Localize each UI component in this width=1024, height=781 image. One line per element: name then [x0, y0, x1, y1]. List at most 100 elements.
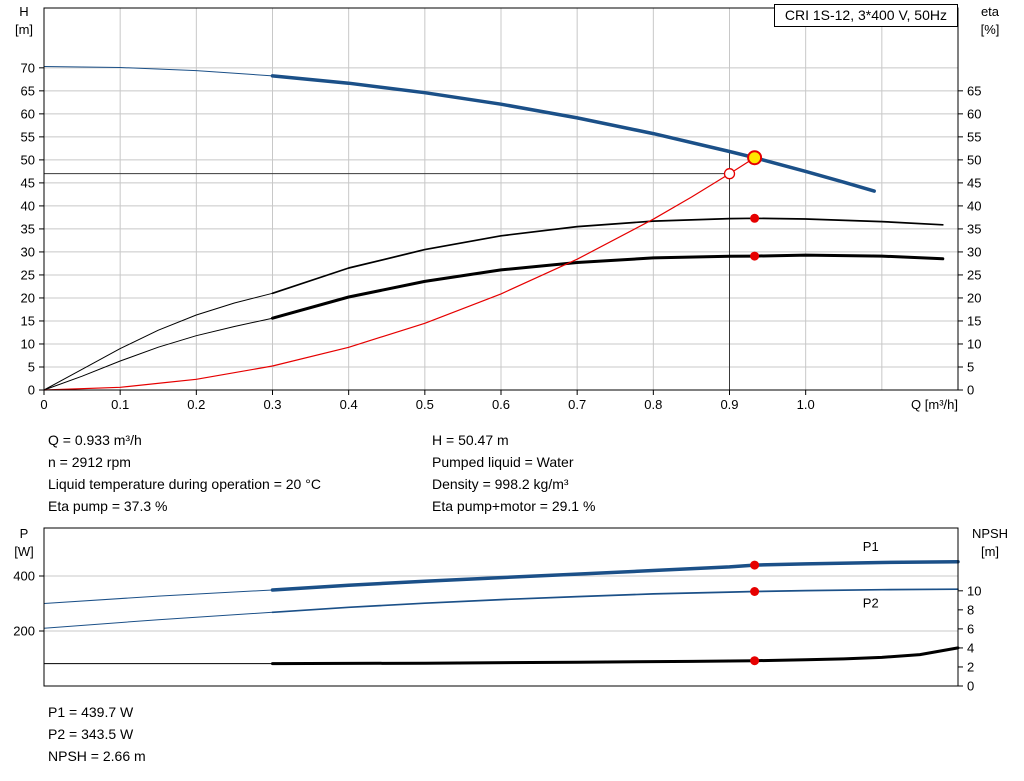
npsh-axis-symbol: NPSH — [971, 526, 1009, 541]
tick-label: 400 — [13, 568, 35, 583]
duty-info-right: H = 50.47 m Pumped liquid = Water Densit… — [432, 429, 595, 517]
tick-label: 55 — [967, 129, 981, 144]
tick-label: 30 — [967, 244, 981, 259]
tick-label: 1.0 — [797, 397, 815, 412]
eta-pump-lowflow — [43, 292, 273, 391]
tick-label: 25 — [967, 267, 981, 282]
eta-axis-symbol: eta — [980, 4, 1000, 19]
eta-pump-motor-lowflow — [43, 317, 273, 391]
tick-label: 65 — [967, 83, 981, 98]
tick-label: 10 — [967, 583, 981, 598]
p1-curve — [270, 559, 960, 592]
duty-point-marker — [747, 150, 763, 166]
tick-label: 0.2 — [187, 397, 205, 412]
tick-label: 60 — [967, 106, 981, 121]
tick-label: 15 — [21, 313, 35, 328]
tick-label: 0 — [967, 383, 974, 398]
eta-axis-corner-label: eta [%] — [964, 3, 1016, 39]
h-curve-lowflow — [43, 66, 273, 77]
tick-label: 0 — [28, 383, 35, 398]
tick-label: 60 — [21, 106, 35, 121]
tick-label: 25 — [21, 267, 35, 282]
tick-label: 50 — [21, 152, 35, 167]
info-speed: n = 2912 rpm — [48, 454, 131, 470]
info-p1: P1 = 439.7 W — [48, 704, 134, 720]
specified-duty-marker — [723, 168, 736, 180]
tick-label: 5 — [28, 359, 35, 374]
system-curve — [43, 157, 756, 391]
tick-label: 45 — [21, 175, 35, 190]
eta-pump-motor-marker — [750, 251, 760, 261]
tick-label: 2 — [967, 659, 974, 674]
npsh-axis-unit: [m] — [980, 544, 1000, 559]
h-axis-corner-label: H [m] — [4, 3, 44, 39]
tick-label: 20 — [967, 290, 981, 305]
npsh-axis-corner-label: NPSH [m] — [960, 525, 1020, 561]
info-density: Density = 998.2 kg/m³ — [432, 476, 569, 492]
info-eta-pump: Eta pump = 37.3 % — [48, 498, 168, 514]
eta-pump-curve — [271, 217, 944, 295]
tick-label: 0.9 — [720, 397, 738, 412]
plot-border — [43, 527, 959, 687]
tick-label: 65 — [21, 83, 35, 98]
tick-label: 0.7 — [568, 397, 586, 412]
tick-label: 50 — [967, 152, 981, 167]
power-npsh-chart: 200 400 0 2 4 6 8 10 P1 P2 — [13, 527, 981, 694]
eta-pump-motor-curve — [271, 253, 945, 320]
info-p2: P2 = 343.5 W — [48, 726, 134, 742]
tick-label: 0.6 — [492, 397, 510, 412]
info-pumped-liquid: Pumped liquid = Water — [432, 454, 574, 470]
npsh-marker — [750, 656, 760, 666]
tick-label: 4 — [967, 640, 974, 655]
tick-label: 15 — [967, 313, 981, 328]
p1-marker — [750, 560, 760, 570]
p1-label: P1 — [863, 539, 879, 554]
tick-label: 6 — [967, 621, 974, 636]
p1-lowflow — [43, 589, 273, 604]
tick-label: 10 — [967, 336, 981, 351]
info-eta-pump-motor: Eta pump+motor = 29.1 % — [432, 498, 596, 514]
h-curve — [270, 74, 876, 193]
tick-label: 30 — [21, 244, 35, 259]
duty-info-left: Q = 0.933 m³/h n = 2912 rpm Liquid tempe… — [48, 429, 321, 517]
hq-eta-chart: 0 5 10 15 20 25 30 35 40 45 50 55 60 65 70 0 5 10 15 20 25 30… — [21, 7, 981, 412]
power-axis-unit: [W] — [14, 544, 34, 559]
tick-label: 20 — [21, 290, 35, 305]
tick-label: 0 — [40, 397, 47, 412]
tick-label: 5 — [967, 359, 974, 374]
eta-axis-unit: [%] — [980, 22, 1000, 37]
npsh-curve — [271, 646, 960, 666]
power-axis-corner-label: P [W] — [4, 525, 44, 561]
power-axis-symbol: P — [19, 526, 29, 541]
p2-lowflow — [43, 611, 273, 629]
tick-label: 55 — [21, 129, 35, 144]
tick-label: 70 — [21, 60, 35, 75]
tick-label: 45 — [967, 175, 981, 190]
info-flow: Q = 0.933 m³/h — [48, 432, 142, 448]
tick-label: 35 — [21, 221, 35, 236]
tick-label: 0 — [967, 679, 974, 694]
h-axis-unit: [m] — [14, 22, 34, 37]
tick-label: 35 — [967, 221, 981, 236]
pump-model-box: CRI 1S-12, 3*400 V, 50Hz — [773, 4, 958, 27]
tick-label: 0.4 — [340, 397, 358, 412]
info-liquid-temp: Liquid temperature during operation = 20… — [48, 476, 321, 492]
tick-label: 40 — [21, 198, 35, 213]
h-axis-symbol: H — [19, 4, 29, 19]
tick-label: 0.5 — [416, 397, 434, 412]
tick-label: 0.1 — [111, 397, 129, 412]
tick-label: 10 — [21, 336, 35, 351]
p2-marker — [750, 587, 760, 596]
tick-label: 200 — [13, 623, 35, 638]
info-npsh: NPSH = 2.66 m — [48, 748, 146, 764]
power-info: P1 = 439.7 W P2 = 343.5 W NPSH = 2.66 m — [48, 701, 146, 767]
info-head: H = 50.47 m — [432, 432, 509, 448]
tick-label: 0.3 — [263, 397, 281, 412]
tick-label: 0.8 — [644, 397, 662, 412]
tick-label: 40 — [967, 198, 981, 213]
p2-curve — [271, 588, 959, 614]
tick-label: 8 — [967, 602, 974, 617]
x-axis-unit-label: Q [m³/h] — [911, 397, 958, 412]
eta-pump-marker — [750, 213, 760, 223]
